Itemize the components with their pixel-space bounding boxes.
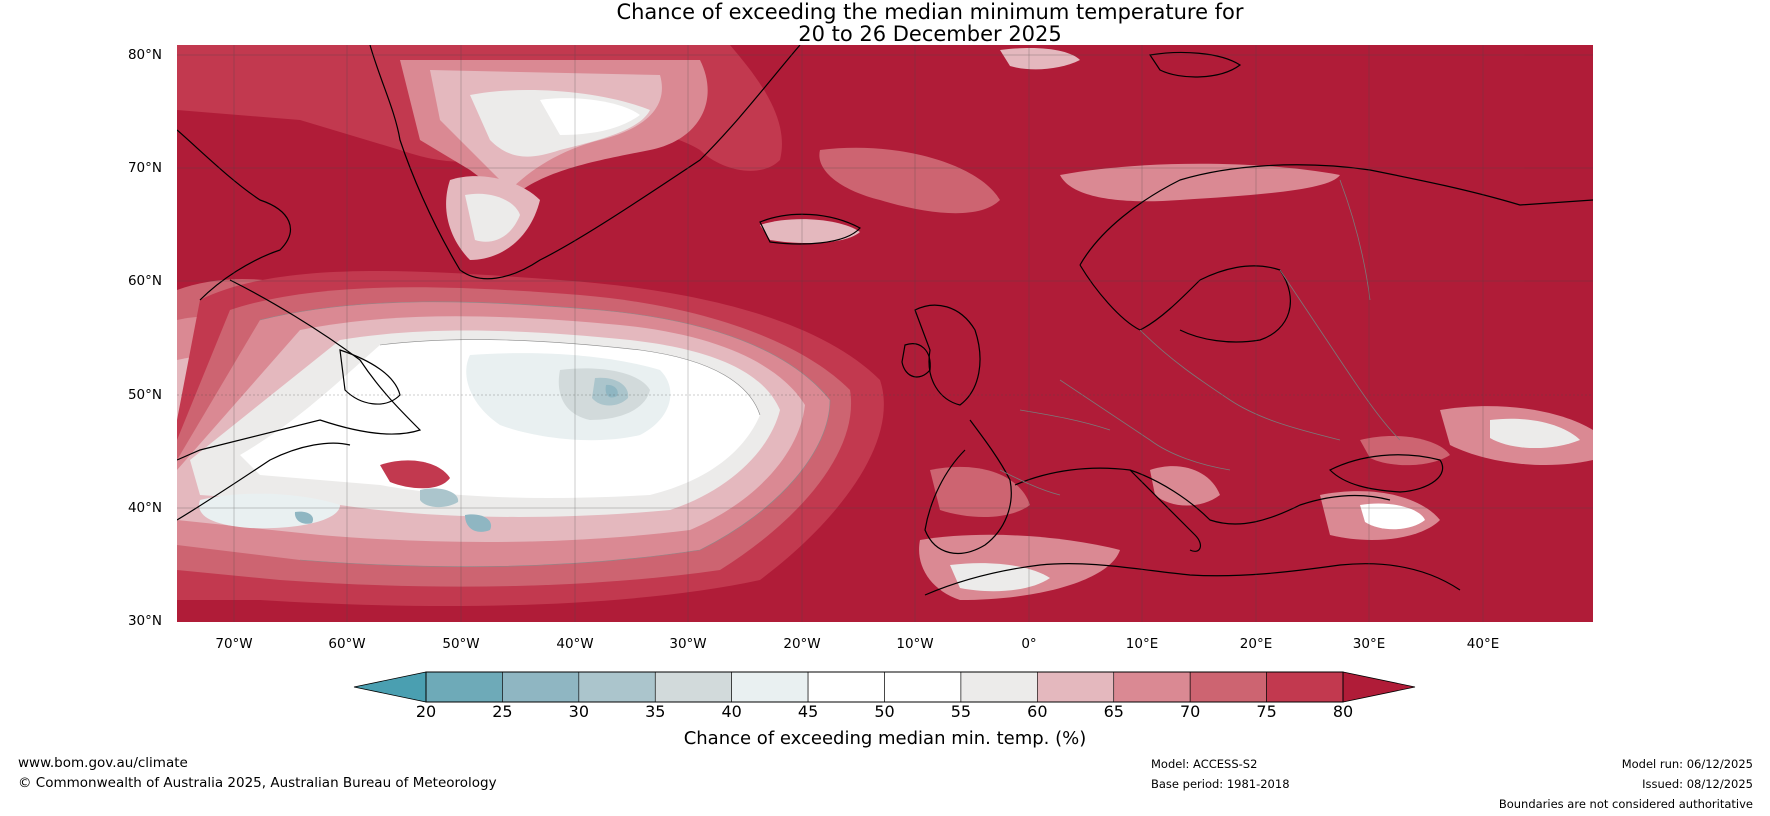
- colorbar-segment-20-25: [425, 671, 503, 703]
- lon-label-40e: 40°E: [1466, 636, 1500, 652]
- coastlines: [177, 45, 1593, 596]
- colorbar-segment-40-45: [731, 671, 809, 703]
- lon-label-30w: 30°W: [669, 636, 707, 652]
- region-sw-red-patch: [380, 460, 450, 489]
- colorbar-tick-30: 30: [568, 702, 590, 721]
- footer-disclaimer: Boundaries are not considered authoritat…: [1498, 797, 1753, 811]
- region-turkey-50: [1360, 503, 1425, 530]
- coast-iceland: [759, 213, 861, 245]
- colorbar-segments: [353, 671, 1416, 703]
- colorbar-label: Chance of exceeding median min. temp. (%…: [683, 728, 1087, 749]
- colorbar-extend-high: [1342, 671, 1416, 703]
- map-title-line2: 20 to 26 December 2025: [798, 22, 1062, 46]
- footer-base-period: Base period: 1981-2018: [1151, 777, 1290, 791]
- coast-greenland: [369, 45, 801, 280]
- colorbar-segment-60-65: [1037, 671, 1115, 703]
- colorbar-outline: [425, 671, 1344, 703]
- region-scandinavia-65: [1060, 163, 1340, 202]
- region-iceland-60: [760, 219, 860, 244]
- footer-model: Model: ACCESS-S2: [1151, 757, 1258, 771]
- lon-label-10e: 10°E: [1125, 636, 1159, 652]
- colorbar-segment-55-60: [960, 671, 1038, 703]
- region-iberia-70: [930, 466, 1030, 517]
- coast-italy: [1129, 469, 1202, 552]
- colorbar-segment-35-40: [654, 671, 732, 703]
- colorbar-segment-75-80: [1266, 671, 1344, 703]
- colorbar-tick-45: 45: [797, 702, 819, 721]
- colorbar-tick-65: 65: [1103, 702, 1124, 721]
- coast-north-africa: [924, 563, 1461, 596]
- coast-norway: [1079, 264, 1201, 331]
- coast-ireland: [901, 343, 931, 378]
- region-svalbard-60: [1000, 48, 1080, 70]
- region-sw-blob-35a: [420, 488, 459, 508]
- region-greenland-interior-50: [540, 98, 640, 135]
- coast-canada-arctic: [177, 129, 291, 301]
- coast-british-isles: [914, 304, 981, 406]
- region-east-greenland-55: [465, 193, 520, 242]
- lon-label-10w: 10°W: [896, 636, 934, 652]
- coast-svalbard: [1148, 51, 1242, 78]
- footer-issued: Issued: 08/12/2025: [1642, 777, 1753, 791]
- region-norwegian-65: [819, 147, 1000, 214]
- coast-us-northeast: [177, 442, 351, 521]
- coast-scandinavia: [1079, 164, 1593, 266]
- footer-website: www.bom.gov.au/climate: [18, 755, 188, 771]
- lat-label-40n: 40°N: [127, 500, 162, 516]
- colorbar-tick-35: 35: [645, 702, 666, 721]
- colorbar-tick-40: 40: [721, 702, 742, 721]
- colorbar-tick-25: 25: [492, 702, 513, 721]
- footer-model-run: Model run: 06/12/2025: [1621, 757, 1753, 771]
- coast-med-north: [1014, 467, 1391, 525]
- coast-europe-atlantic: [924, 419, 1012, 554]
- coast-baltic: [1179, 265, 1291, 343]
- lat-label-80n: 80°N: [127, 47, 162, 63]
- region-sw-blob-30c: [294, 511, 314, 524]
- lon-label-30e: 30°E: [1352, 636, 1386, 652]
- colorbar-tick-50: 50: [874, 702, 895, 721]
- region-nafrica-55: [950, 563, 1050, 592]
- colorbar-segment-65-70: [1113, 671, 1191, 703]
- map-title-line1: Chance of exceeding the median minimum t…: [616, 0, 1244, 24]
- lon-label-50w: 50°W: [442, 636, 480, 652]
- colorbar-tick-70: 70: [1179, 702, 1201, 721]
- region-italy-65: [1150, 466, 1220, 506]
- lon-label-70w: 70°W: [215, 636, 253, 652]
- lon-label-0: 0°: [1021, 636, 1037, 652]
- region-atlantic-30: [605, 384, 618, 398]
- colorbar-segment-45-50: [807, 671, 885, 703]
- lat-label-30n: 30°N: [127, 613, 162, 629]
- region-sw-blob-30b: [465, 514, 492, 532]
- colorbar-tick-55: 55: [950, 702, 972, 721]
- footer-copyright: © Commonwealth of Australia 2025, Austra…: [18, 775, 497, 791]
- graticule: [177, 45, 1593, 622]
- colorbar-tick-75: 75: [1256, 702, 1277, 721]
- lat-label-70n: 70°N: [127, 160, 162, 176]
- colorbar-extend-low: [353, 671, 427, 703]
- lon-label-20e: 20°E: [1239, 636, 1273, 652]
- lon-label-20w: 20°W: [783, 636, 821, 652]
- region-caspian-55: [1490, 418, 1580, 449]
- colorbar-tick-20: 20: [415, 702, 437, 721]
- colorbar-segment-50-55: [884, 671, 962, 703]
- lon-label-60w: 60°W: [328, 636, 366, 652]
- coast-labrador: [177, 279, 422, 461]
- colorbar-tick-80: 80: [1332, 702, 1354, 721]
- colorbar-tick-60: 60: [1027, 702, 1048, 721]
- lon-label-40w: 40°W: [556, 636, 594, 652]
- colorbar-segment-30-35: [578, 671, 656, 703]
- coast-black-sea: [1328, 454, 1444, 493]
- coast-newfoundland: [339, 349, 401, 405]
- colorbar-segment-70-75: [1189, 671, 1267, 703]
- colorbar-segment-25-30: [502, 671, 580, 703]
- lat-label-60n: 60°N: [127, 273, 162, 289]
- lat-label-50n: 50°N: [127, 387, 162, 403]
